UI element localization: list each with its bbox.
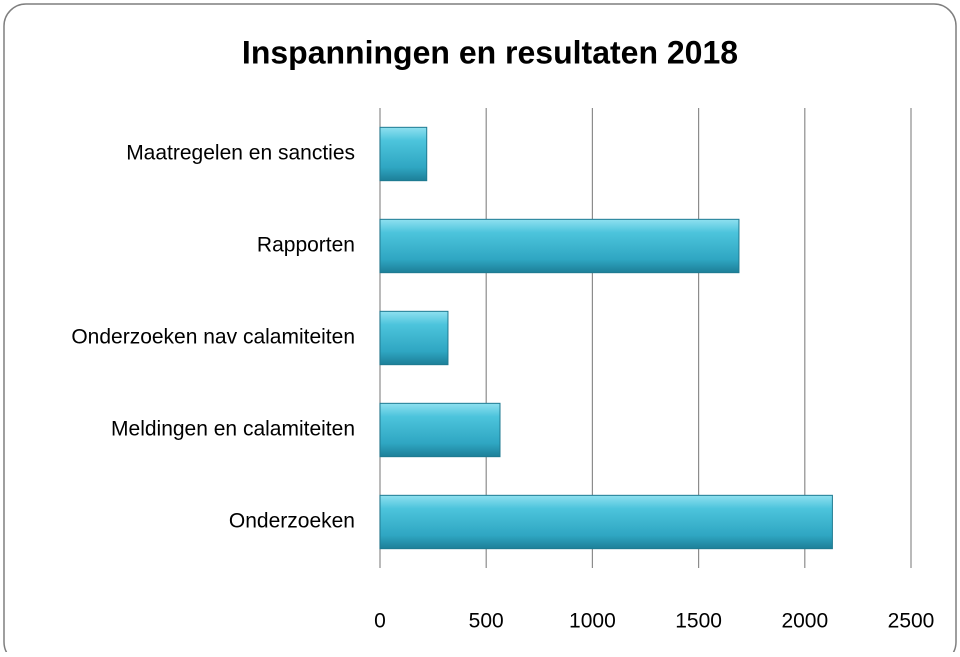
x-tick-label: 2000 — [781, 610, 828, 633]
x-tick-label: 1000 — [569, 610, 616, 633]
y-tick-label: Meldingen en calamiteiten — [111, 418, 355, 441]
bar — [379, 310, 449, 366]
y-tick-label: Maatregelen en sancties — [126, 142, 355, 165]
chart-title: Inspanningen en resultaten 2018 — [242, 34, 738, 70]
x-tick-label: 1500 — [675, 610, 722, 633]
bar — [379, 126, 428, 182]
y-tick-label: Onderzoeken nav calamiteiten — [71, 326, 355, 349]
y-tick-label: Rapporten — [257, 234, 355, 257]
x-tick-label: 500 — [469, 610, 504, 633]
x-tick-label: 0 — [374, 610, 386, 633]
bar — [379, 218, 740, 274]
y-tick-label: Onderzoeken — [229, 510, 355, 533]
bar — [379, 494, 833, 550]
x-tick-label: 2500 — [888, 610, 935, 633]
chart-frame — [3, 3, 957, 657]
bar — [379, 402, 501, 458]
